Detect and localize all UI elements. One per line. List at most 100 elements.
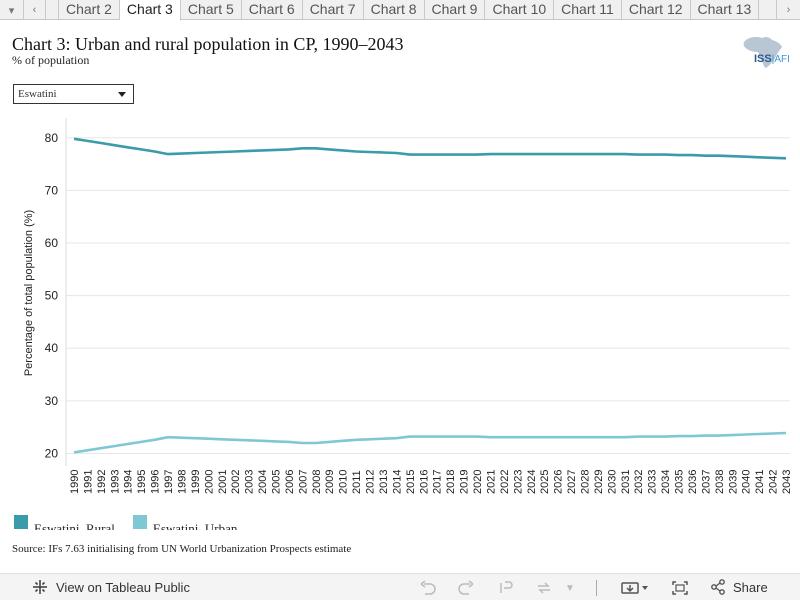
refresh-options-button[interactable]: ▼ [564,579,576,597]
caret-down-icon: ▼ [565,582,575,594]
tab-chart-7[interactable]: Chart 7 [302,0,364,20]
legend-label: Eswatini, Urban [152,521,238,530]
country-select[interactable]: Eswatini [13,84,134,104]
tab-chart-13[interactable]: Chart 13 [690,0,760,20]
x-tick-label: 2038 [714,470,726,494]
x-tick-label: 2042 [768,470,780,494]
x-tick-label: 2028 [579,470,591,494]
legend-item[interactable]: Eswatini, Urban [132,514,238,530]
toolbar-divider [596,580,597,596]
chart-legend: Eswatini, Rural Eswatini, Urban [14,514,414,530]
legend-swatch [132,515,147,529]
x-tick-label: 1991 [82,470,94,494]
x-tick-label: 1999 [190,470,202,494]
x-tick-label: 1992 [96,470,108,494]
tab-scroll-left-button[interactable]: ‹ [24,0,46,20]
tab-chart-2[interactable]: Chart 2 [58,0,120,20]
x-tick-label: 1994 [123,470,135,494]
x-tick-label: 2023 [512,470,524,494]
tab-chart-5[interactable]: Chart 5 [180,0,242,20]
x-tick-label: 2000 [203,470,215,494]
x-tick-label: 2014 [391,470,403,494]
page-subtitle: % of population [12,53,90,67]
x-tick-label: 2016 [418,470,430,494]
view-on-tableau-link[interactable]: View on Tableau Public [32,579,190,595]
redo-icon [458,580,474,595]
tab-chart-11[interactable]: Chart 11 [554,0,622,20]
x-tick-label: 2005 [271,470,283,494]
y-tick-label: 50 [45,289,59,303]
x-tick-label: 2026 [553,470,565,494]
x-tick-label: 2031 [620,470,632,494]
y-tick-label: 30 [45,394,59,408]
x-tick-label: 2012 [365,470,377,494]
x-tick-label: 2034 [660,470,672,494]
chevron-right-icon: › [786,4,791,16]
x-tick-label: 2013 [378,470,390,494]
download-icon [621,582,648,594]
share-button[interactable]: Share [710,579,768,595]
x-tick-label: 2035 [674,470,686,494]
africa-logo-icon [743,36,782,68]
refresh-button[interactable] [534,579,554,597]
x-tick-label: 2027 [566,470,578,494]
x-tick-label: 2037 [700,470,712,494]
y-axis-label: Percentage of total population (%) [23,210,35,376]
x-tick-label: 2002 [230,470,242,494]
y-tick-label: 60 [45,236,59,250]
redo-button[interactable] [456,579,476,597]
revert-button[interactable] [496,579,516,597]
x-tick-label: 2033 [647,470,659,494]
x-tick-label: 2032 [633,470,645,494]
fullscreen-button[interactable] [670,579,690,597]
tab-list: Chart 2 Chart 3 Chart 5 Chart 6 Chart 7 Chart… [58,0,760,21]
x-tick-label: 2008 [311,470,323,494]
share-label: Share [733,579,768,595]
revert-icon [500,581,513,593]
share-icon [711,579,725,595]
x-tick-label: 1990 [69,470,81,494]
caret-down-icon [118,92,126,97]
x-tick-label: 2019 [459,470,471,494]
legend-item[interactable]: Eswatini, Rural [14,514,115,530]
tableau-logo-icon [33,580,47,594]
y-tick-label: 70 [45,183,59,197]
x-tick-label: 2021 [485,470,497,494]
source-note: Source: IFs 7.63 initialising from UN Wo… [12,543,352,555]
tab-chart-10[interactable]: Chart 10 [485,0,555,20]
logo-text: ISS|AFI [754,53,790,65]
chevron-left-icon: ‹ [32,4,37,16]
x-tick-label: 2043 [781,470,793,494]
x-tick-label: 2018 [445,470,457,494]
legend-label: Eswatini, Rural [34,521,115,530]
x-tick-label: 2024 [526,470,538,494]
tab-chart-3[interactable]: Chart 3 [119,0,181,21]
x-tick-label: 2036 [687,470,699,494]
tab-chart-12[interactable]: Chart 12 [621,0,691,20]
tab-chart-8[interactable]: Chart 8 [363,0,425,20]
tab-scroll-right-button[interactable]: › [776,0,800,20]
tab-chart-9[interactable]: Chart 9 [424,0,486,20]
x-tick-label: 2039 [727,470,739,494]
x-tick-label: 2015 [405,470,417,494]
undo-button[interactable] [418,579,438,597]
undo-icon [420,580,436,595]
x-tick-label: 1998 [176,470,188,494]
tab-menu-button[interactable]: ▾ [0,0,24,20]
download-button[interactable] [620,579,652,597]
series-line-rural [73,137,787,160]
x-tick-label: 2025 [539,470,551,494]
tab-chart-6[interactable]: Chart 6 [241,0,303,20]
x-tick-label: 2001 [217,470,229,494]
toolbar-footer: View on Tableau Public ▼ Sh [0,573,800,600]
x-tick-label: 2010 [338,470,350,494]
x-tick-label: 1996 [150,470,162,494]
x-tick-label: 2006 [284,470,296,494]
view-on-tableau-label: View on Tableau Public [56,579,190,595]
page-title: Chart 3: Urban and rural population in C… [12,34,404,54]
country-select-value: Eswatini [18,88,57,100]
x-tick-label: 1995 [136,470,148,494]
caret-down-icon: ▾ [8,4,15,17]
